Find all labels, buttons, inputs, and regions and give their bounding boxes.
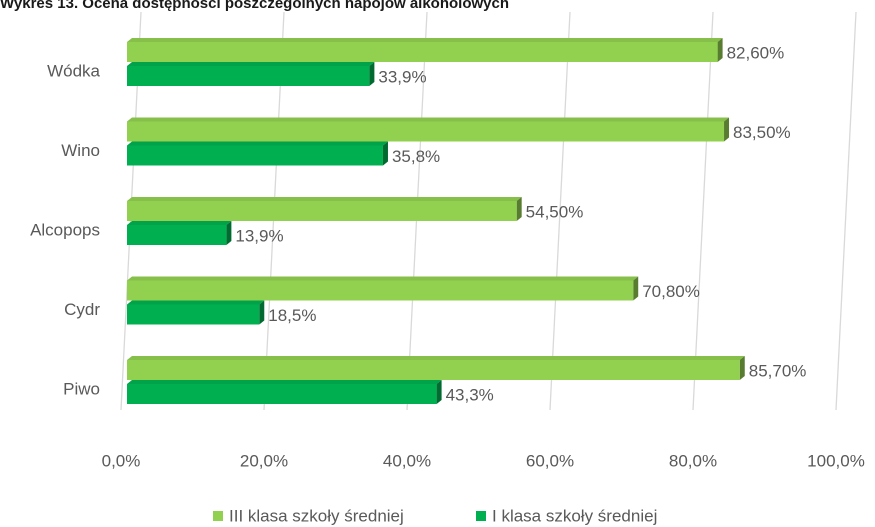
legend-label: I klasa szkoły średniej xyxy=(492,506,657,525)
bar-face xyxy=(127,225,227,245)
bar-face xyxy=(369,62,375,86)
bar xyxy=(127,197,522,221)
bar xyxy=(127,380,442,404)
bar-face xyxy=(127,38,723,42)
bar-face xyxy=(382,141,388,166)
bar xyxy=(127,141,388,166)
bar-face xyxy=(127,276,639,281)
bar-face xyxy=(633,276,639,301)
bar-face xyxy=(127,380,442,384)
bar xyxy=(127,38,723,62)
bar-face xyxy=(127,300,265,305)
x-tick-label: 80,0% xyxy=(669,451,717,470)
x-tick-label: 40,0% xyxy=(383,451,431,470)
bar-face xyxy=(259,300,265,325)
y-tick-label: Wino xyxy=(61,141,100,160)
bar-face xyxy=(127,201,517,221)
bar-face xyxy=(739,356,745,380)
bar-face xyxy=(127,280,634,301)
grid-line xyxy=(835,11,857,411)
x-tick-label: 100,0% xyxy=(807,451,865,470)
bar-face xyxy=(127,221,232,225)
x-tick-label: 0,0% xyxy=(102,451,141,470)
bar-face xyxy=(127,141,388,146)
bar xyxy=(127,221,232,245)
bar-face xyxy=(127,121,725,142)
bar-face xyxy=(127,62,375,66)
grid-line xyxy=(692,11,714,411)
bar-face xyxy=(127,356,745,360)
bar-face xyxy=(127,145,383,166)
bar xyxy=(127,356,745,380)
bar-face xyxy=(516,197,522,221)
data-label: 70,80% xyxy=(642,282,700,301)
bar-face xyxy=(127,304,260,325)
bar xyxy=(127,300,265,325)
data-label: 83,50% xyxy=(733,123,791,142)
data-label: 13,9% xyxy=(235,226,283,245)
bar xyxy=(127,62,375,86)
y-tick-label: Cydr xyxy=(64,300,100,319)
bar-face xyxy=(226,221,232,245)
bar xyxy=(127,276,639,301)
bar-face xyxy=(127,384,437,404)
data-label: 33,9% xyxy=(378,67,426,86)
data-label: 18,5% xyxy=(268,306,316,325)
legend-label: III klasa szkoły średniej xyxy=(229,506,404,525)
grid-line xyxy=(549,11,571,411)
bar-face xyxy=(724,117,730,142)
bar-face xyxy=(436,380,442,404)
data-label: 43,3% xyxy=(446,385,494,404)
data-label: 82,60% xyxy=(727,43,785,62)
legend-swatch xyxy=(213,511,223,521)
data-label: 35,8% xyxy=(392,147,440,166)
y-tick-label: Piwo xyxy=(63,379,100,398)
bar-face xyxy=(127,42,718,62)
x-tick-label: 20,0% xyxy=(240,451,288,470)
y-tick-label: Alcopops xyxy=(30,220,100,239)
bar-face xyxy=(127,117,730,122)
x-tick-label: 60,0% xyxy=(526,451,574,470)
bar-face xyxy=(717,38,723,62)
data-label: 85,70% xyxy=(749,361,807,380)
data-label: 54,50% xyxy=(526,202,584,221)
legend-swatch xyxy=(476,511,486,521)
y-tick-label: Wódka xyxy=(47,61,100,80)
chart-title: Wykres 13. Ocena dostępności poszczególn… xyxy=(0,0,509,12)
bar xyxy=(127,117,730,142)
bar-face xyxy=(127,66,370,86)
bar-face xyxy=(127,197,522,201)
bar-face xyxy=(127,360,740,380)
